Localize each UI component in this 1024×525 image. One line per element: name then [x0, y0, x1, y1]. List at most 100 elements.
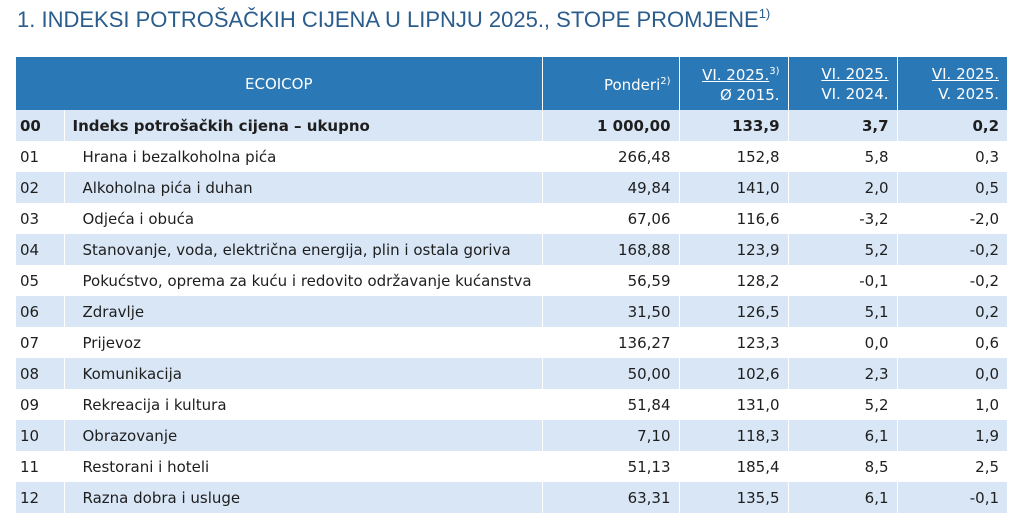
row-name: Zdravlje	[63, 296, 543, 327]
row-index-2015: 131,0	[678, 389, 789, 420]
row-index-2015: 185,4	[678, 451, 789, 482]
table-row: 08 Komunikacija 50,00 102,6 2,3 0,0	[16, 358, 1008, 389]
row-ponderi: 7,10	[541, 420, 680, 451]
row-name: Rekreacija i kultura	[63, 389, 543, 420]
row-yoy: 5,8	[787, 141, 898, 172]
row-mom: 2,5	[896, 451, 1008, 482]
row-mom: -0,1	[896, 482, 1008, 513]
row-mom: -0,2	[896, 234, 1008, 265]
table-row: 06 Zdravlje 31,50 126,5 5,1 0,2	[16, 296, 1008, 327]
table-row: 12 Razna dobra i usluge 63,31 135,5 6,1 -0,1	[16, 482, 1008, 513]
row-yoy: 5,1	[787, 296, 898, 327]
row-mom: -2,0	[896, 203, 1008, 234]
table-row: 01 Hrana i bezalkoholna pića 266,48 152,8 5,…	[16, 141, 1008, 172]
header-mom: VI. 2025. V. 2025.	[896, 57, 1008, 110]
row-name: Pokućstvo, oprema za kuću i redovito odr…	[63, 265, 543, 296]
row-name: Odjeća i obuća	[63, 203, 543, 234]
row-ponderi: 49,84	[541, 172, 680, 203]
row-mom: 1,0	[896, 389, 1008, 420]
row-mom: 1,9	[896, 420, 1008, 451]
title-footnote: 1)	[758, 6, 771, 21]
table-row: 11 Restorani i hoteli 51,13 185,4 8,5 2,5	[16, 451, 1008, 482]
row-index-2015: 135,5	[678, 482, 789, 513]
row-yoy: 5,2	[787, 234, 898, 265]
row-code: 11	[20, 457, 40, 476]
table-header-row: ECOICOP Ponderi2) VI. 2025.3) Ø 2015. VI.…	[16, 57, 1008, 110]
row-name: Stanovanje, voda, električna energija, p…	[63, 234, 543, 265]
row-mom: 0,2	[896, 296, 1008, 327]
row-index-2015: 133,9	[678, 110, 789, 141]
row-code: 10	[20, 426, 40, 445]
row-index-2015: 141,0	[678, 172, 789, 203]
row-code: 00	[20, 116, 41, 135]
table-row: 05 Pokućstvo, oprema za kuću i redovito o…	[16, 265, 1008, 296]
row-index-2015: 152,8	[678, 141, 789, 172]
row-mom: 0,5	[896, 172, 1008, 203]
row-ponderi: 136,27	[541, 327, 680, 358]
header-index-2015: VI. 2025.3) Ø 2015.	[678, 57, 789, 110]
ponderi-footnote: 2)	[660, 76, 671, 87]
row-code: 12	[20, 488, 40, 507]
row-yoy: -0,1	[787, 265, 898, 296]
row-index-2015: 126,5	[678, 296, 789, 327]
row-name: Hrana i bezalkoholna pića	[63, 141, 543, 172]
row-code: 04	[20, 240, 40, 259]
row-mom: 0,3	[896, 141, 1008, 172]
header-yoy: VI. 2025. VI. 2024.	[787, 57, 898, 110]
table-row: 07 Prijevoz 136,27 123,3 0,0 0,6	[16, 327, 1008, 358]
row-index-2015: 102,6	[678, 358, 789, 389]
row-code: 01	[20, 147, 40, 166]
table-row: 00 Indeks potrošačkih cijena – ukupno 1 00…	[16, 110, 1008, 141]
row-index-2015: 116,6	[678, 203, 789, 234]
header-ponderi: Ponderi2)	[541, 57, 680, 110]
row-name: Komunikacija	[63, 358, 543, 389]
row-ponderi: 266,48	[541, 141, 680, 172]
row-code: 03	[20, 209, 40, 228]
row-ponderi: 168,88	[541, 234, 680, 265]
row-name: Restorani i hoteli	[63, 451, 543, 482]
row-name: Obrazovanje	[63, 420, 543, 451]
row-index-2015: 123,9	[678, 234, 789, 265]
row-yoy: 6,1	[787, 420, 898, 451]
row-name: Alkoholna pića i duhan	[63, 172, 543, 203]
row-mom: 0,6	[896, 327, 1008, 358]
row-ponderi: 67,06	[541, 203, 680, 234]
row-name: Razna dobra i usluge	[63, 482, 543, 513]
row-code: 05	[20, 271, 40, 290]
row-mom: 0,2	[896, 110, 1008, 141]
row-index-2015: 123,3	[678, 327, 789, 358]
row-name: Indeks potrošačkih cijena – ukupno	[63, 110, 543, 141]
row-yoy: 2,0	[787, 172, 898, 203]
page-title: 1. INDEKSI POTROŠAČKIH CIJENA U LIPNJU 2…	[17, 6, 771, 32]
row-yoy: 0,0	[787, 327, 898, 358]
row-yoy: -3,2	[787, 203, 898, 234]
header-ecoicop: ECOICOP	[16, 57, 543, 110]
row-yoy: 2,3	[787, 358, 898, 389]
row-ponderi: 31,50	[541, 296, 680, 327]
table-row: 09 Rekreacija i kultura 51,84 131,0 5,2 1,0	[16, 389, 1008, 420]
row-ponderi: 1 000,00	[541, 110, 680, 141]
row-mom: -0,2	[896, 265, 1008, 296]
row-code: 07	[20, 333, 40, 352]
table-row: 04 Stanovanje, voda, električna energija,…	[16, 234, 1008, 265]
row-code: 02	[20, 178, 40, 197]
row-code: 09	[20, 395, 40, 414]
table-row: 03 Odjeća i obuća 67,06 116,6 -3,2 -2,0	[16, 203, 1008, 234]
row-ponderi: 50,00	[541, 358, 680, 389]
row-ponderi: 56,59	[541, 265, 680, 296]
row-index-2015: 128,2	[678, 265, 789, 296]
row-ponderi: 51,13	[541, 451, 680, 482]
row-yoy: 6,1	[787, 482, 898, 513]
row-mom: 0,0	[896, 358, 1008, 389]
row-ponderi: 63,31	[541, 482, 680, 513]
row-code: 08	[20, 364, 40, 383]
index-2015-footnote: 3)	[769, 66, 780, 77]
row-yoy: 3,7	[787, 110, 898, 141]
table-row: 10 Obrazovanje 7,10 118,3 6,1 1,9	[16, 420, 1008, 451]
row-yoy: 5,2	[787, 389, 898, 420]
row-index-2015: 118,3	[678, 420, 789, 451]
row-yoy: 8,5	[787, 451, 898, 482]
cpi-table: ECOICOP Ponderi2) VI. 2025.3) Ø 2015. VI.…	[16, 57, 1008, 513]
table-row: 02 Alkoholna pića i duhan 49,84 141,0 2,0 0,5	[16, 172, 1008, 203]
